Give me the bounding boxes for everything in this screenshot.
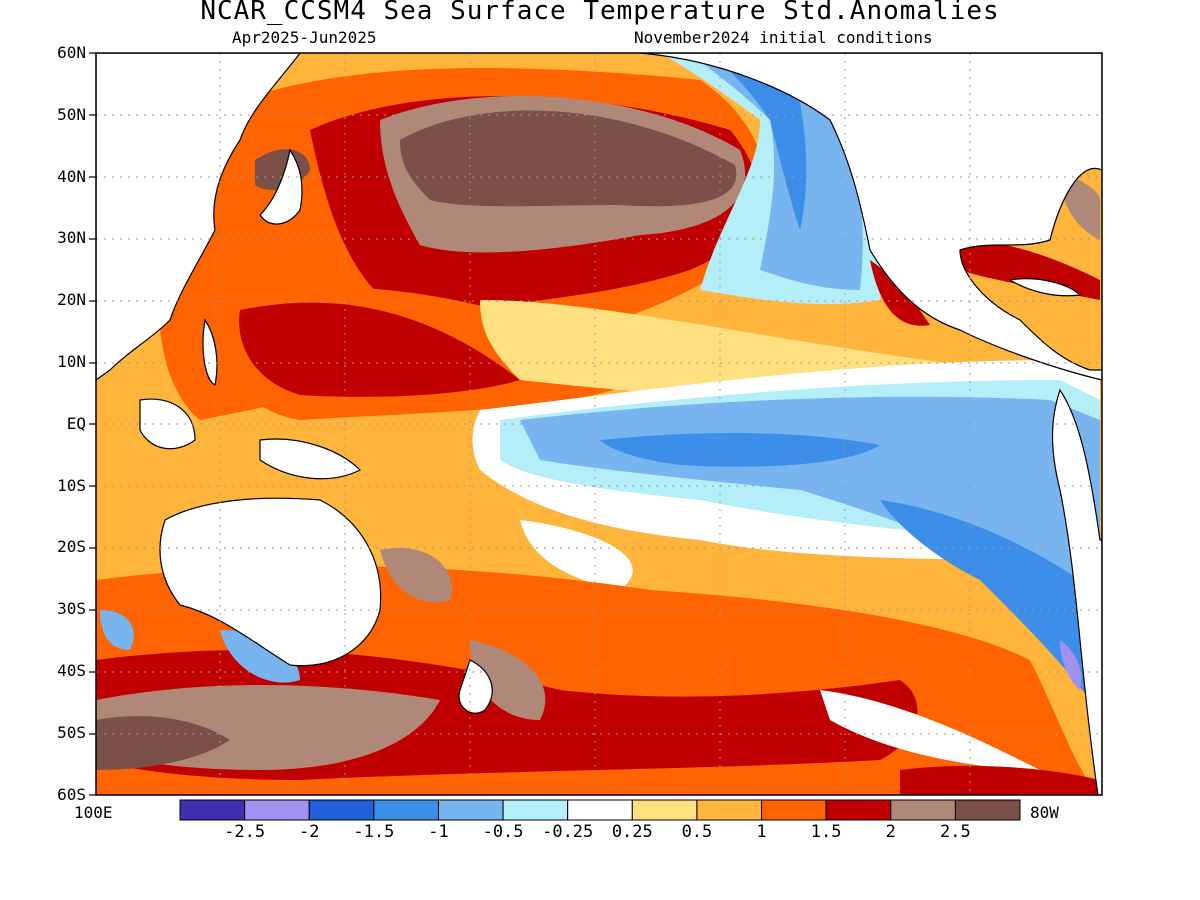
south-pacific-brown-dark bbox=[96, 716, 230, 770]
equatorial-blue-core bbox=[600, 433, 880, 467]
colorbar-tick-label: -2 bbox=[298, 822, 320, 842]
tasman-brown bbox=[380, 548, 452, 603]
colorbar-tick-label: 0.5 bbox=[681, 822, 713, 842]
colorbar-swatch bbox=[502, 799, 569, 821]
lat-ticks bbox=[89, 52, 96, 796]
colorbar-tick-label: 1 bbox=[756, 822, 767, 842]
colorbar bbox=[179, 799, 1021, 821]
borneo-land bbox=[139, 398, 196, 450]
south-white-band bbox=[820, 690, 1040, 770]
colorbar-swatch bbox=[890, 799, 956, 821]
colorbar-tick-label: 2 bbox=[885, 822, 896, 842]
lat-label: 50N bbox=[57, 104, 86, 124]
south-america-land bbox=[1051, 388, 1102, 795]
far-south-red bbox=[900, 765, 1100, 795]
colorbar-swatch bbox=[437, 799, 504, 821]
lat-label: 10N bbox=[57, 352, 86, 371]
colorbar-tick-label: 0.25 bbox=[611, 822, 653, 842]
colorbar-swatch bbox=[244, 799, 310, 821]
lat-label: 40S bbox=[57, 661, 86, 680]
colorbar-swatch bbox=[761, 799, 827, 821]
lat-label: 30S bbox=[57, 599, 86, 619]
lat-label: 50S bbox=[57, 722, 86, 742]
colorbar-tick-label: -1 bbox=[428, 822, 449, 842]
colorbar-tick-label: -2.5 bbox=[224, 822, 266, 842]
philippines-land bbox=[202, 318, 218, 386]
colorbar-tick-label: -1.5 bbox=[353, 822, 395, 842]
initial-conditions: November2024 initial conditions bbox=[634, 28, 933, 47]
japan-land bbox=[259, 148, 303, 225]
colorbar-swatch bbox=[373, 799, 439, 821]
colorbar-swatch bbox=[954, 799, 1021, 821]
lat-label: 60S bbox=[57, 784, 86, 804]
southeast-blue bbox=[880, 500, 1090, 700]
lat-label: 20N bbox=[57, 290, 86, 310]
colorbar-tick-label: -0.25 bbox=[542, 822, 594, 842]
lon-left-label: 100E bbox=[74, 803, 113, 822]
south-blue-patch-2 bbox=[100, 610, 134, 650]
lat-label: 20S bbox=[57, 537, 86, 557]
asia-land bbox=[96, 53, 301, 381]
cuba-land bbox=[1008, 278, 1082, 297]
lat-label: 60N bbox=[57, 43, 86, 62]
colorbar-swatch bbox=[631, 799, 698, 821]
northeast-cold-core bbox=[710, 53, 807, 230]
valid-period: Apr2025-Jun2025 bbox=[232, 28, 377, 47]
colorbar-swatch bbox=[696, 799, 763, 821]
colorbar-swatch bbox=[308, 799, 375, 821]
caribbean-red bbox=[960, 240, 1100, 300]
colorbar-tick-label: -0.5 bbox=[482, 822, 524, 842]
chile-violet bbox=[1060, 640, 1082, 690]
west-pacific-red bbox=[239, 302, 521, 397]
lon-right-label: 80W bbox=[1030, 803, 1059, 822]
north-america-land bbox=[639, 53, 1102, 381]
colorbar-tick-label: 2.5 bbox=[940, 822, 971, 842]
landmasses bbox=[96, 53, 1102, 795]
mexico-red bbox=[870, 260, 930, 326]
lat-label: EQ bbox=[66, 413, 86, 433]
colorbar-swatch bbox=[825, 799, 892, 821]
nz-brown bbox=[470, 640, 546, 720]
north-pacific-brown-dark bbox=[400, 110, 737, 207]
new-zealand-land bbox=[458, 659, 493, 714]
new-guinea-land bbox=[259, 438, 362, 480]
south-white bbox=[520, 520, 633, 590]
lat-label: 10S bbox=[57, 475, 86, 495]
lat-label: 30N bbox=[57, 228, 86, 248]
colorbar-tick-label: 1.5 bbox=[810, 822, 842, 842]
australia-land bbox=[159, 497, 382, 667]
south-blue-patch bbox=[220, 630, 300, 683]
map-title: NCAR_CCSM4 Sea Surface Temperature Std.A… bbox=[200, 0, 1000, 26]
colorbar-swatch bbox=[567, 799, 633, 821]
colorbar-swatch bbox=[179, 799, 246, 821]
lat-label: 40N bbox=[57, 166, 86, 186]
